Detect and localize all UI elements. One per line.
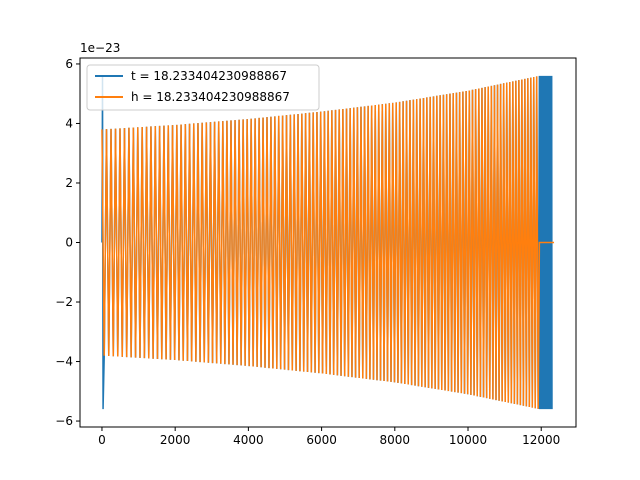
legend-label-h: h = 18.233404230988867 [131, 90, 290, 104]
x-tick-label: 2000 [160, 433, 191, 447]
y-tick-label: 6 [65, 57, 73, 71]
y-axis: −6 −4 −2 0 2 4 6 [55, 57, 80, 428]
x-tick-label: 0 [98, 433, 106, 447]
x-tick-label: 12000 [522, 433, 560, 447]
y-tick-label: 2 [65, 176, 73, 190]
y-tick-label: 4 [65, 116, 73, 130]
x-tick-label: 4000 [233, 433, 264, 447]
legend: t = 18.233404230988867 h = 18.2334042309… [86, 64, 320, 111]
y-tick-label: 0 [65, 236, 73, 250]
x-tick-label: 8000 [380, 433, 411, 447]
x-tick-label: 6000 [306, 433, 337, 447]
y-tick-label: −6 [55, 414, 73, 428]
y-offset-label: 1e−23 [80, 41, 120, 55]
legend-box [86, 64, 320, 111]
plot-area [101, 75, 555, 410]
x-axis: 0 2000 4000 6000 8000 10000 12000 [98, 427, 560, 447]
series-line-h [101, 76, 555, 409]
y-tick-label: −2 [55, 295, 73, 309]
legend-label-t: t = 18.233404230988867 [131, 69, 287, 83]
x-tick-label: 10000 [449, 433, 487, 447]
y-tick-label: −4 [55, 355, 73, 369]
